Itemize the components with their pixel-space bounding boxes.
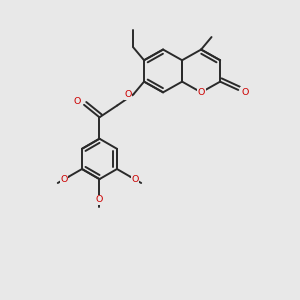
Text: O: O: [60, 175, 68, 184]
Text: O: O: [96, 195, 103, 204]
Text: O: O: [74, 98, 81, 106]
Text: O: O: [197, 88, 205, 97]
Text: O: O: [131, 175, 139, 184]
Text: O: O: [241, 88, 248, 97]
Text: O: O: [124, 90, 132, 99]
